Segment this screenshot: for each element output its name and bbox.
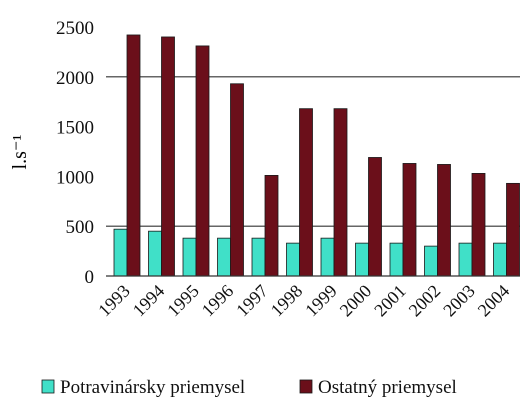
x-tick-label: 2001 xyxy=(370,281,410,321)
bar-ostatny-1994 xyxy=(161,36,175,277)
legend-swatch-1 xyxy=(41,379,55,394)
bar-ostatny-2000 xyxy=(368,157,382,277)
bar-ostatny-1995 xyxy=(195,45,210,277)
x-tick-label: 2003 xyxy=(439,281,479,321)
x-tick-labels: 1993199419951996199719981999200020012002… xyxy=(94,281,513,321)
bars xyxy=(113,34,520,277)
x-tick-label: 1996 xyxy=(198,281,238,321)
bar-potravinarsky-1996 xyxy=(217,237,231,277)
y-tick-label: 500 xyxy=(66,217,95,238)
x-tick-label: 1998 xyxy=(267,281,307,321)
legend-swatch-2 xyxy=(299,379,313,394)
y-tick-label: 0 xyxy=(85,267,95,288)
bar-ostatny-1996 xyxy=(230,83,244,277)
bar-ostatny-2004 xyxy=(506,182,520,277)
bar-potravinarsky-2004 xyxy=(493,242,507,277)
gridlines xyxy=(106,76,520,227)
x-tick-label: 2004 xyxy=(474,281,514,321)
x-tick-label: 1993 xyxy=(94,281,134,321)
x-tick-label: 1995 xyxy=(163,281,203,321)
bar-ostatny-2002 xyxy=(437,164,451,277)
bar-ostatny-1997 xyxy=(264,175,279,277)
legend-label-2: Ostatný priemysel xyxy=(318,377,457,398)
bar-potravinarsky-1994 xyxy=(148,230,162,277)
y-tick-label: 1500 xyxy=(56,118,94,139)
x-tick-label: 1999 xyxy=(301,281,341,321)
y-tick-label: 2000 xyxy=(56,68,94,89)
bar-potravinarsky-2001 xyxy=(389,242,404,277)
x-tick-label: 1997 xyxy=(232,281,272,321)
x-tick-label: 2000 xyxy=(336,281,376,321)
bar-potravinarsky-2002 xyxy=(424,245,438,277)
bar-potravinarsky-1993 xyxy=(113,228,128,277)
bar-ostatny-2003 xyxy=(471,173,486,277)
bar-ostatny-1998 xyxy=(299,108,313,277)
bar-potravinarsky-1997 xyxy=(251,237,266,277)
x-tick-label: 2002 xyxy=(405,281,445,321)
x-tick-label: 1994 xyxy=(129,281,169,321)
bar-potravinarsky-2000 xyxy=(355,242,369,277)
legend: Potravinársky priemysel Ostatný priemysel xyxy=(41,377,457,398)
bar-potravinarsky-2003 xyxy=(458,242,473,277)
bar-potravinarsky-1998 xyxy=(286,242,300,277)
bar-ostatny-1993 xyxy=(126,34,141,277)
bar-potravinarsky-1999 xyxy=(320,237,335,277)
bar-ostatny-2001 xyxy=(402,163,417,277)
bar-potravinarsky-1995 xyxy=(182,237,197,277)
y-tick-label: 1000 xyxy=(56,167,94,188)
y-axis-label: l.s⁻¹ xyxy=(9,135,31,170)
y-tick-label: 2500 xyxy=(56,18,94,39)
bar-ostatny-1999 xyxy=(333,108,348,277)
y-tick-labels: 0 500 1000 1500 2000 2500 xyxy=(56,18,94,288)
legend-label-1: Potravinársky priemysel xyxy=(60,377,245,398)
